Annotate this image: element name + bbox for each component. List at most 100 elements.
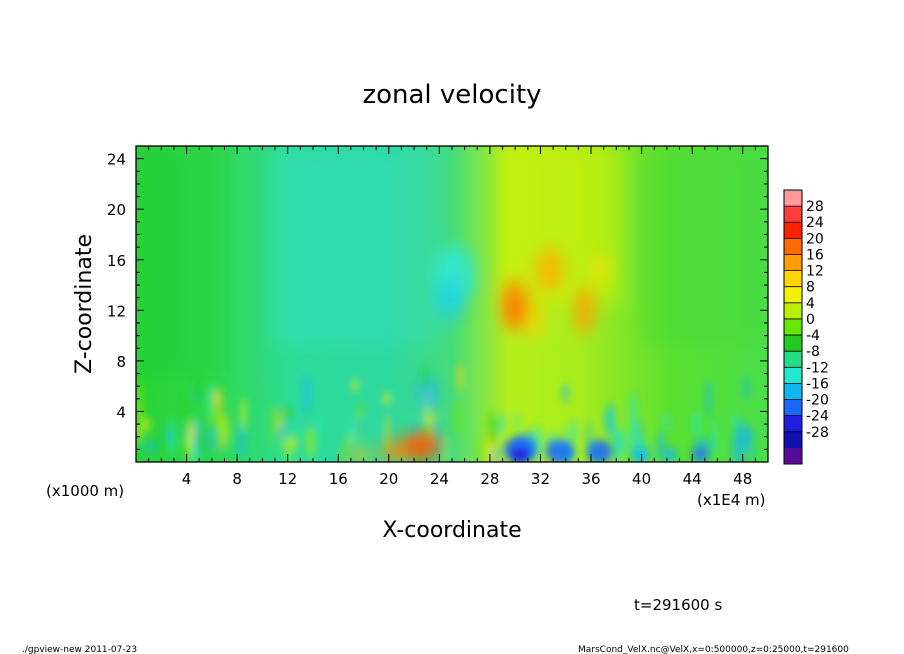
colorbar-level-label: -20: [806, 393, 829, 409]
chart-title: zonal velocity: [362, 80, 541, 110]
x-unit-left: (x1000 m): [46, 482, 124, 500]
colorbar-cell: [784, 302, 802, 320]
turbulence-streak: [217, 389, 224, 422]
turbulence-streak: [453, 401, 463, 436]
turbulence-streak: [705, 379, 712, 418]
turbulence-streak: [609, 411, 616, 427]
turbulence-streak: [194, 376, 204, 402]
y-tick-label: 16: [107, 252, 126, 270]
x-tick-label: 44: [683, 470, 702, 488]
colorbar-cell: [784, 351, 802, 368]
colorbar: [783, 189, 803, 465]
turbulence-streak: [136, 380, 142, 424]
turbulence-streak: [514, 411, 520, 431]
turbulence-streak: [351, 378, 359, 393]
turbulence-streak: [478, 438, 485, 462]
turbulence-streak: [145, 440, 150, 454]
x-tick-label: 48: [733, 470, 752, 488]
colorbar-cell: [784, 286, 802, 304]
colorbar-level-label: 4: [806, 296, 815, 312]
colorbar-level-label: 0: [806, 312, 815, 328]
colorbar-cell: [784, 318, 802, 336]
y-tick-label: 24: [107, 151, 126, 169]
x-tick-label: 36: [581, 470, 600, 488]
x-unit-right: (x1E4 m): [697, 491, 766, 509]
turbulence-streak: [214, 417, 222, 454]
colorbar-frame: [783, 189, 803, 465]
colorbar-level-label: -16: [806, 376, 829, 392]
turbulence-streak: [663, 413, 671, 431]
y-tick-label: 12: [107, 302, 126, 320]
colorbar-level-label: -28: [806, 425, 829, 441]
footer-right-note: MarsCond_VelX.nc@VelX,x=0:500000,z=0:250…: [578, 645, 849, 654]
x-axis-ticks: 4 8 12 16 20 24 28 32 36 40 44 48: [148, 146, 756, 488]
turbulence-streak: [182, 390, 189, 428]
turbulence-streak: [341, 439, 349, 462]
turbulence-streak: [708, 434, 714, 451]
turbulence-streak: [712, 417, 717, 458]
colorbar-cell: [784, 415, 802, 433]
turbulence-streak: [616, 428, 625, 459]
colorbar-level-label: 20: [806, 231, 824, 247]
colorbar-level-label: 28: [806, 199, 824, 215]
x-tick-label: 24: [430, 470, 449, 488]
colorbar-cell: [784, 238, 802, 255]
turbulence-streak: [283, 405, 293, 421]
turbulence-streak: [240, 397, 247, 430]
cold-blobs: [504, 436, 709, 462]
turbulence-streak: [197, 427, 203, 450]
turbulence-streak: [208, 424, 216, 454]
colorbar-cell: [784, 270, 802, 288]
colorbar-cell: [784, 206, 802, 223]
colorbar-level-label: 8: [806, 280, 815, 296]
colorbar-level-label: 12: [806, 264, 824, 280]
colorbar-level-label: -12: [806, 360, 829, 376]
turbulence-streak: [489, 415, 499, 445]
turbulence-streak: [316, 415, 322, 430]
turbulence-streak: [149, 438, 157, 456]
turbulence-streak: [220, 413, 229, 449]
turbulence-streak: [747, 428, 754, 445]
turbulence-streak: [692, 411, 701, 437]
colorbar-cell: [784, 447, 802, 465]
colorbar-level-label: -24: [806, 409, 829, 425]
turbulence-streak: [280, 434, 289, 452]
turbulence-streak: [534, 423, 543, 462]
turbulence-streak: [446, 438, 451, 462]
heatmap-area: [136, 146, 768, 462]
colorbar-cell: [784, 367, 802, 384]
y-tick-label: 20: [107, 201, 126, 219]
turbulence-streak: [305, 426, 316, 459]
turbulence-streak: [743, 375, 750, 400]
turbulence-streak: [562, 383, 570, 403]
turbulence-streak: [747, 445, 757, 459]
colorbar-cell: [784, 254, 802, 271]
turbulence-streak: [381, 392, 392, 405]
turbulence-streak: [630, 421, 635, 441]
y-axis-label: Z-coordinate: [72, 234, 97, 374]
colorbar-cell: [784, 399, 802, 416]
heatmap-texture: [136, 146, 768, 376]
turbulence-streak: [568, 419, 578, 446]
x-tick-label: 16: [329, 470, 348, 488]
x-tick-label: 8: [232, 470, 242, 488]
x-tick-label: 4: [182, 470, 192, 488]
turbulence-streak: [731, 428, 741, 462]
turbulence-streak: [358, 417, 364, 434]
footer-left-note: ./gpview-new 2011-07-23: [22, 645, 137, 654]
colorbar-level-label: -8: [806, 344, 820, 360]
colorbar-cell: [784, 383, 802, 400]
turbulence-streak: [457, 362, 464, 393]
colorbar-cell: [784, 190, 802, 207]
x-tick-label: 40: [632, 470, 651, 488]
turbulence-streak: [492, 447, 501, 462]
turbulence-streak: [136, 424, 140, 440]
colorbar-cell: [784, 431, 802, 449]
turbulence-streak: [290, 433, 298, 452]
turbulence-streak: [269, 403, 275, 447]
x-tick-label: 32: [531, 470, 550, 488]
y-tick-label: 4: [116, 403, 126, 421]
turbulence-streak: [168, 417, 176, 460]
